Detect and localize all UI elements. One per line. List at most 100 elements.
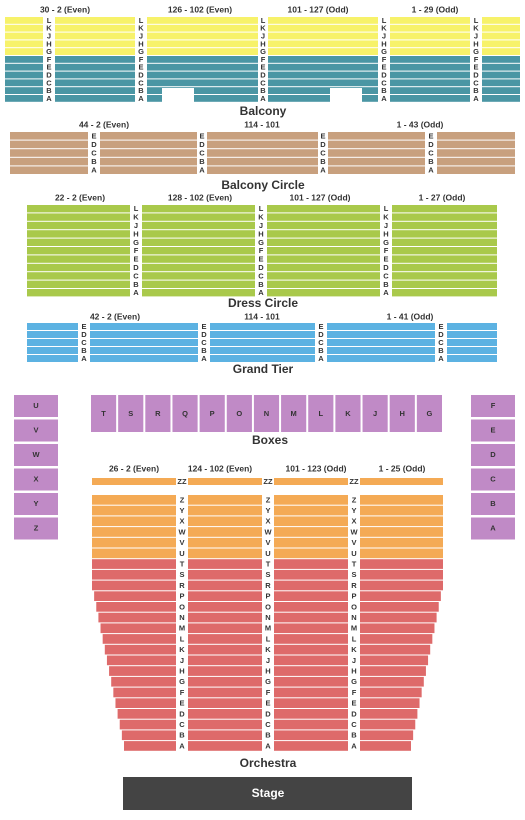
row-letter: F xyxy=(134,246,139,255)
row-letter: D xyxy=(381,70,387,79)
row-letter: B xyxy=(201,346,207,355)
seat-row xyxy=(55,17,135,24)
row-letter: U xyxy=(265,549,270,558)
row-letter: J xyxy=(352,656,356,665)
seat-row xyxy=(274,537,348,548)
box xyxy=(362,395,388,432)
seat-row xyxy=(267,272,380,280)
box xyxy=(389,395,415,432)
seat-row xyxy=(392,213,497,221)
seat-row xyxy=(92,537,176,548)
seat-row xyxy=(268,79,378,87)
seat-row xyxy=(119,719,176,730)
box-label: N xyxy=(264,409,269,418)
row-letter: D xyxy=(91,140,97,149)
seat-row xyxy=(142,255,255,263)
box-label: X xyxy=(33,474,38,483)
box-label: U xyxy=(33,401,38,410)
row-letter: C xyxy=(133,271,139,280)
seat-row xyxy=(437,166,515,174)
seat-row xyxy=(274,478,348,485)
row-letter: W xyxy=(178,527,186,536)
row-letter: C xyxy=(383,271,389,280)
seat-row xyxy=(104,644,176,655)
seat-row xyxy=(188,666,262,676)
seat-row xyxy=(55,71,135,79)
seat-row xyxy=(328,132,425,140)
row-letter: E xyxy=(133,255,138,264)
seat-row xyxy=(147,24,258,32)
section-header: 1 - 41 (Odd) xyxy=(387,311,434,321)
seat-row xyxy=(188,591,262,601)
row-letter: E xyxy=(179,699,184,708)
row-letter: B xyxy=(473,86,479,95)
seat-row xyxy=(90,323,198,330)
row-letter: M xyxy=(179,624,185,633)
seat-row xyxy=(5,24,43,32)
seat-row xyxy=(27,205,130,213)
box-label: Y xyxy=(33,499,38,508)
seat-row xyxy=(188,612,262,623)
box xyxy=(145,395,171,432)
seat-row xyxy=(267,289,380,297)
seat-row xyxy=(117,709,176,719)
box-label: J xyxy=(373,409,377,418)
seat-row xyxy=(360,687,422,698)
seat-row xyxy=(268,17,378,24)
row-letter: J xyxy=(259,221,263,230)
seat-row xyxy=(188,741,262,751)
seat-row xyxy=(27,213,130,221)
seat-row xyxy=(392,238,497,246)
row-letter: J xyxy=(384,221,388,230)
row-letter: D xyxy=(260,70,266,79)
seat-row xyxy=(390,48,470,55)
section-label: Orchestra xyxy=(240,756,297,770)
seat-row xyxy=(142,213,255,221)
seat-row xyxy=(327,339,435,346)
row-letter: D xyxy=(383,263,389,272)
seat-row xyxy=(390,63,470,71)
seat-row xyxy=(188,687,262,698)
row-letter: N xyxy=(179,613,184,622)
seat-row xyxy=(188,548,262,559)
seat-row xyxy=(268,95,378,102)
box-label: P xyxy=(210,409,215,418)
seat-row xyxy=(360,537,443,548)
seat-row xyxy=(27,331,78,338)
seat-row xyxy=(111,676,176,687)
row-letter: C xyxy=(258,271,264,280)
seat-row xyxy=(360,612,437,623)
row-letter: K xyxy=(179,645,185,654)
box-label: B xyxy=(490,499,496,508)
seat-row xyxy=(274,580,348,591)
row-letter: B xyxy=(320,157,326,166)
seat-row xyxy=(267,255,380,263)
seat-row xyxy=(188,602,262,612)
row-letter: V xyxy=(179,538,184,547)
seat-row xyxy=(390,95,470,102)
seat-row xyxy=(55,32,135,40)
seat-row xyxy=(27,272,130,280)
seat-row xyxy=(267,238,380,246)
row-letter: C xyxy=(199,148,205,157)
seat-row xyxy=(142,221,255,230)
seat-row xyxy=(390,24,470,32)
row-letter: E xyxy=(260,63,265,72)
row-letter: ZZ xyxy=(349,477,359,486)
row-letter: B xyxy=(199,157,205,166)
box xyxy=(91,395,117,432)
row-letter: A xyxy=(438,354,444,363)
box xyxy=(471,493,515,515)
seat-row xyxy=(210,331,315,338)
seat-row xyxy=(188,623,262,634)
row-letter: X xyxy=(179,517,184,526)
seat-row xyxy=(55,79,135,87)
seat-row xyxy=(92,559,176,569)
seat-row xyxy=(92,505,176,516)
box xyxy=(14,468,58,491)
seat-row xyxy=(188,709,262,719)
seat-row xyxy=(210,355,315,362)
seat-row xyxy=(55,40,135,48)
row-letter: K xyxy=(260,24,266,33)
